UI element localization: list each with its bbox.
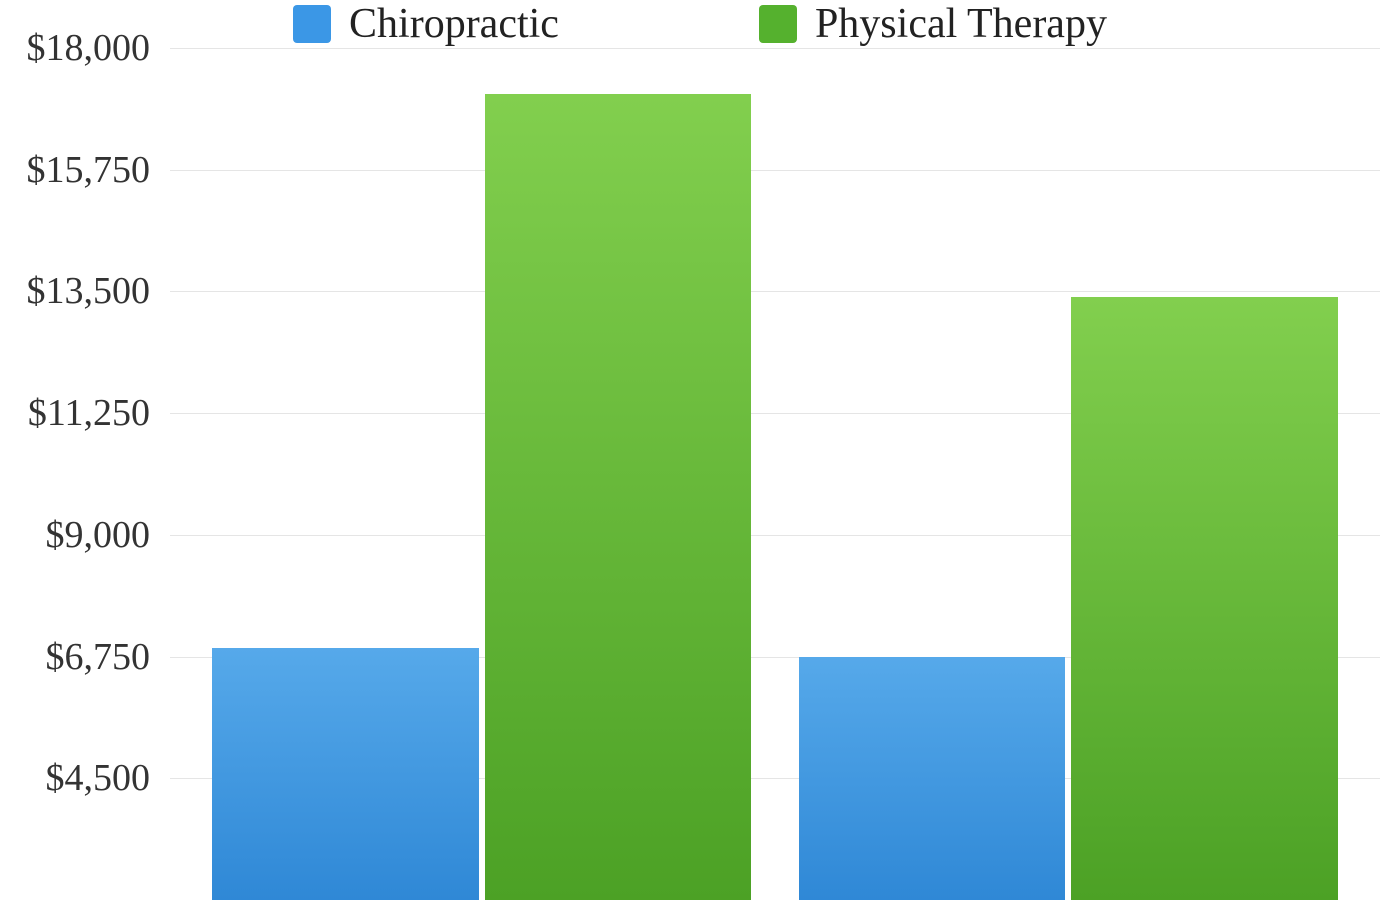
y-tick-label: $11,250 xyxy=(28,391,150,435)
gridline xyxy=(170,48,1380,49)
gridline xyxy=(170,170,1380,171)
legend-item-physical-therapy: Physical Therapy xyxy=(759,0,1107,48)
plot-area: $4,500$6,750$9,000$11,250$13,500$15,750$… xyxy=(170,48,1380,900)
gridline xyxy=(170,291,1380,292)
bar xyxy=(485,94,751,900)
chart-container: Chiropractic Physical Therapy $4,500$6,7… xyxy=(0,0,1400,900)
y-tick-label: $4,500 xyxy=(46,756,151,800)
legend-swatch-chiropractic xyxy=(293,5,331,43)
legend-label-chiropractic: Chiropractic xyxy=(349,0,559,48)
y-tick-label: $9,000 xyxy=(46,513,151,557)
legend-label-physical-therapy: Physical Therapy xyxy=(815,0,1107,48)
y-tick-label: $15,750 xyxy=(27,148,151,192)
bar xyxy=(799,657,1065,900)
y-tick-label: $6,750 xyxy=(46,635,151,679)
y-tick-label: $18,000 xyxy=(27,26,151,70)
legend-swatch-physical-therapy xyxy=(759,5,797,43)
y-tick-label: $13,500 xyxy=(27,269,151,313)
bar xyxy=(1071,297,1337,900)
legend-item-chiropractic: Chiropractic xyxy=(293,0,559,48)
bar xyxy=(212,648,478,900)
